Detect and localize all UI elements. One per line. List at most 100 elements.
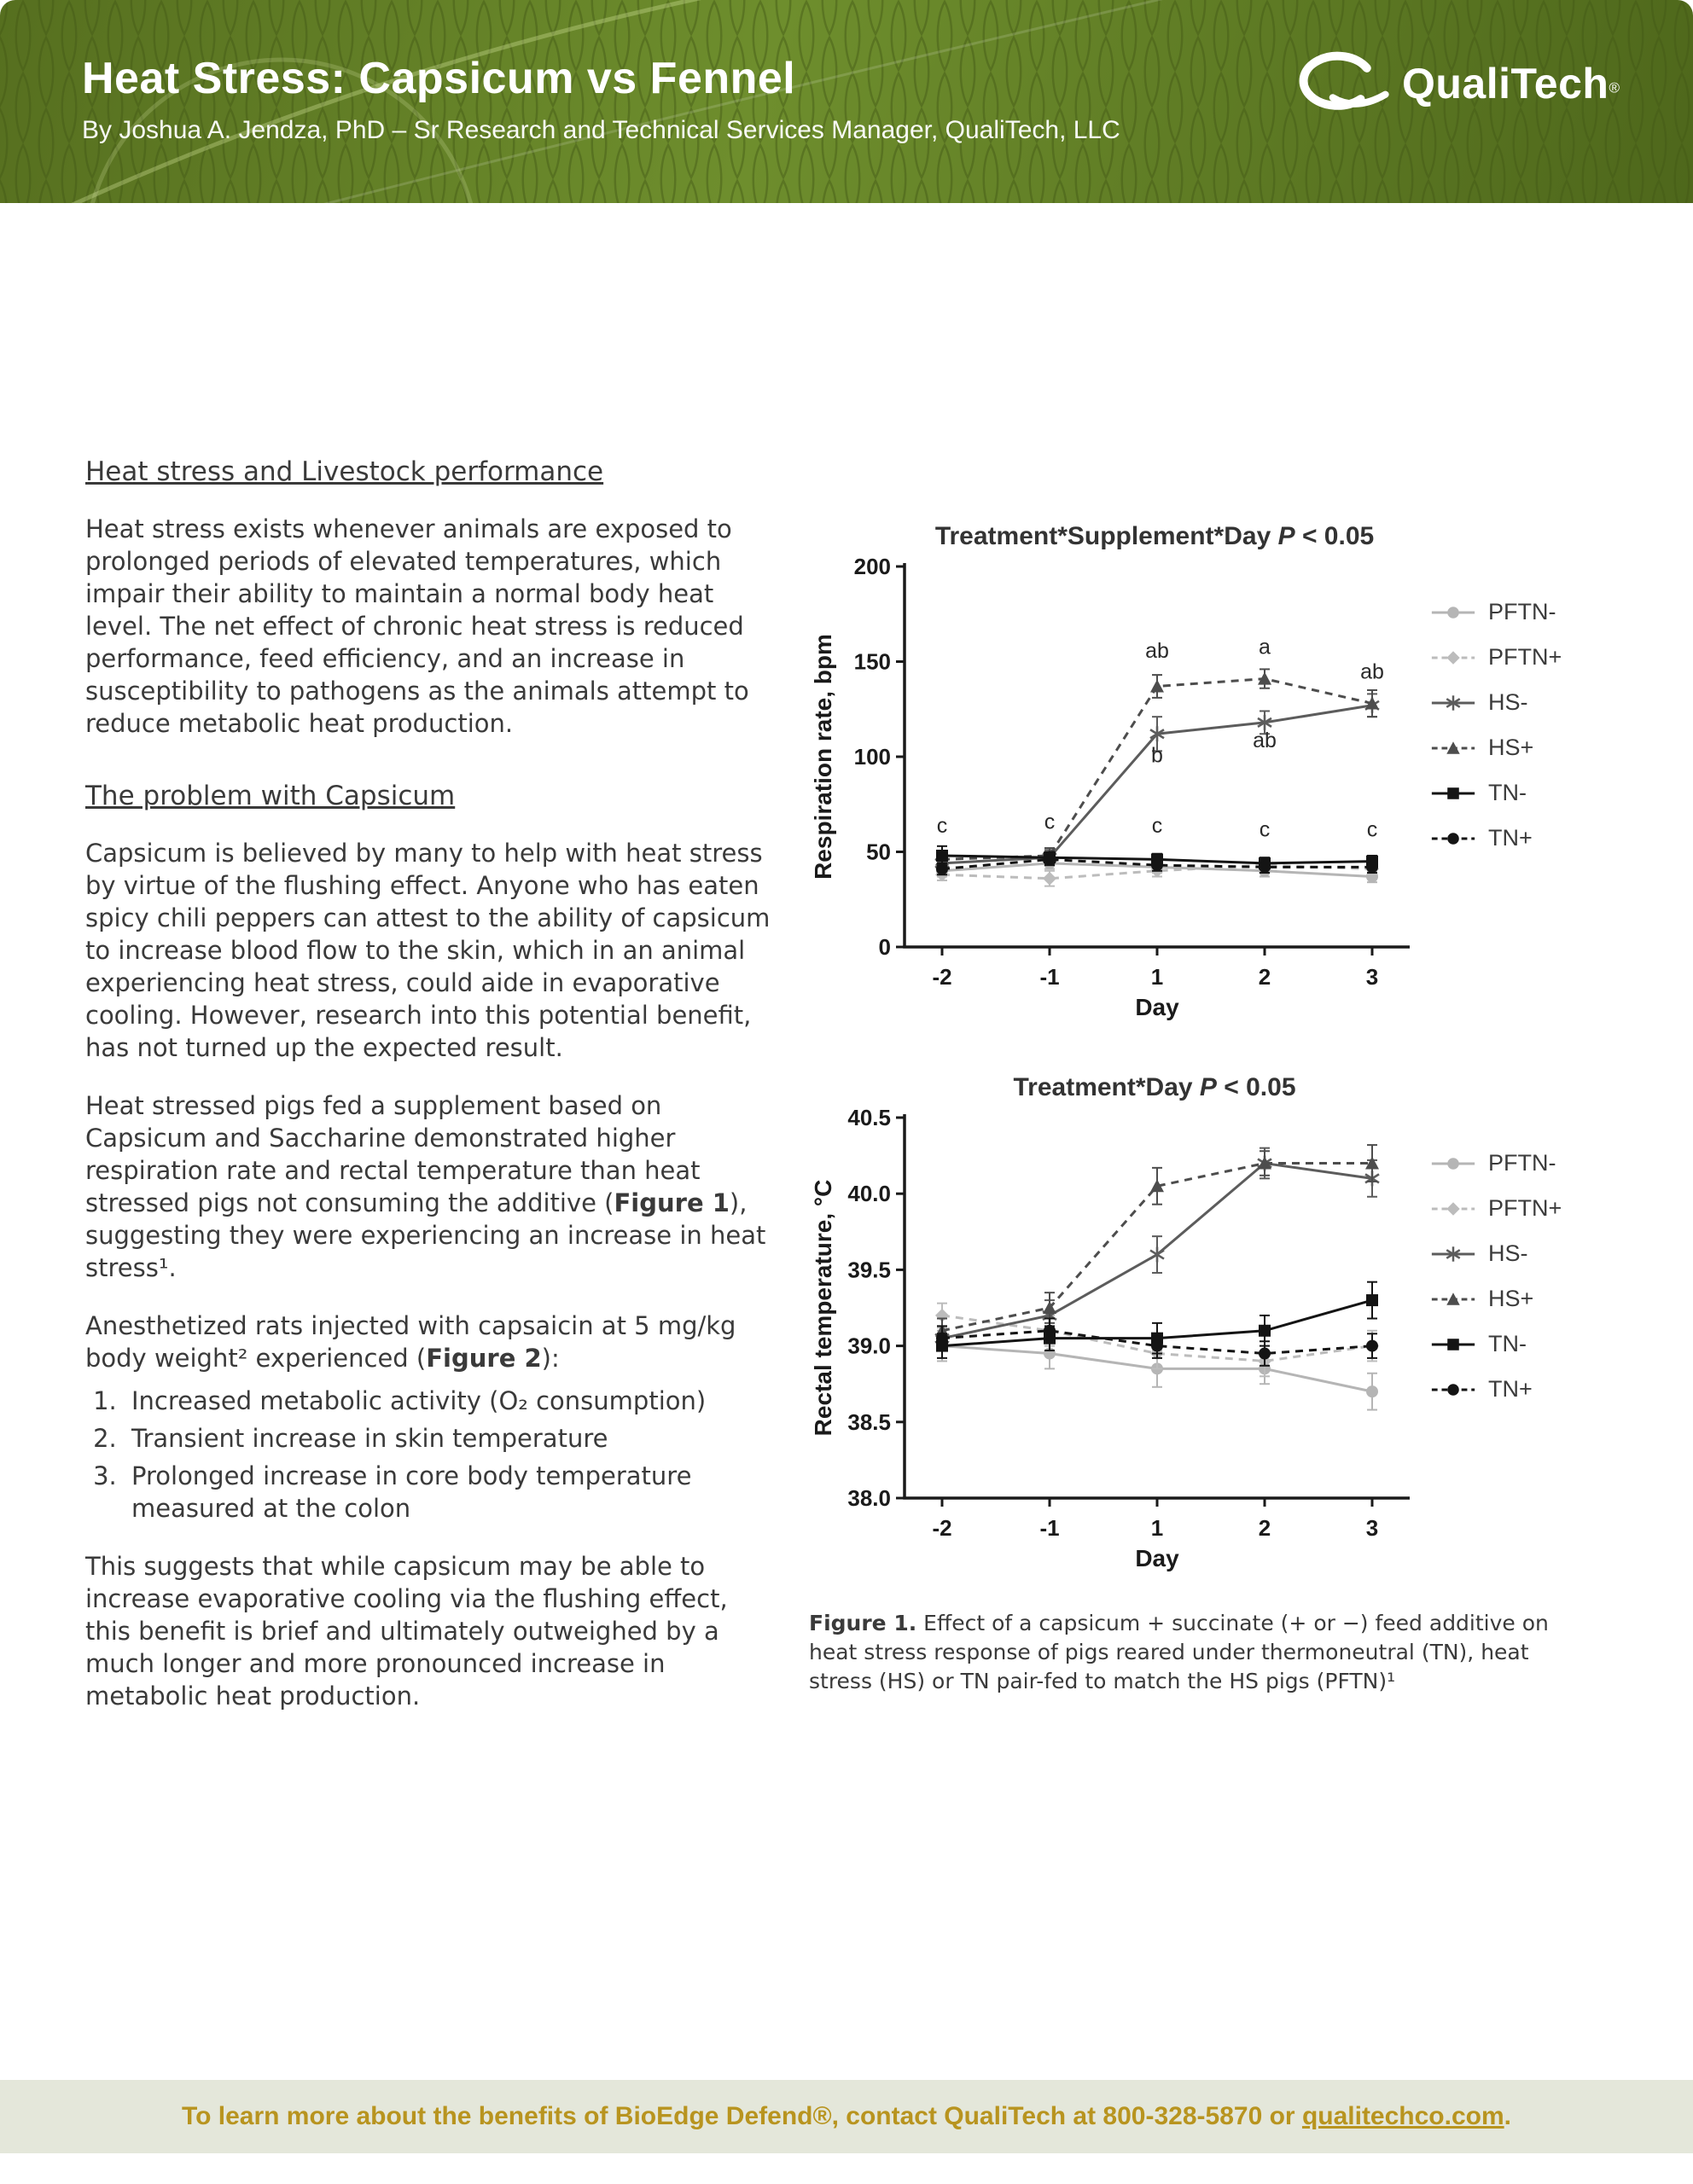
qualitech-logo: QualiTech® [1289,46,1620,121]
chart-legend: PFTN- PFTN+ HS- HS+ TN- TN+ [1428,599,1562,851]
paragraph-rats-study: Anesthetized rats injected with capsaici… [85,1311,736,1373]
figures-column: Treatment*Supplement*Day P < 0.05 0 50 100… [809,522,1616,1696]
footer-text: To learn more about the benefits of BioE… [181,2102,1511,2130]
legend-label: PFTN+ [1488,644,1562,670]
section-heading-livestock: Heat stress and Livestock performance [85,456,604,487]
legend-label: TN- [1488,780,1527,805]
svg-text:38.5: 38.5 [847,1409,891,1435]
legend-label: HS- [1488,689,1528,715]
legend-label: HS+ [1488,1286,1534,1311]
svg-text:100: 100 [854,744,891,770]
legend-marker-icon [1431,1338,1475,1350]
svg-text:39.5: 39.5 [847,1257,891,1282]
section-heading-capsicum: The problem with Capsicum [85,781,456,811]
legend-item: PFTN- [1428,1150,1562,1176]
legend-label: PFTN- [1488,599,1556,624]
legend-label: TN+ [1488,825,1533,851]
legend-item: HS+ [1428,1286,1562,1312]
legend-item: PFTN- [1428,599,1562,625]
svg-text:Day: Day [1135,994,1179,1020]
qualitech-logo-text: QualiTech® [1401,60,1620,107]
svg-text:ab: ab [1253,729,1277,752]
svg-text:-2: -2 [932,1515,951,1541]
legend-label: HS- [1488,1240,1528,1266]
chart-title-rectal-temp: Treatment*Day P < 0.05 [1013,1073,1296,1101]
legend-item: PFTN+ [1428,1195,1562,1222]
legend-marker-icon [1431,787,1475,799]
svg-text:39.0: 39.0 [847,1333,891,1359]
svg-text:-1: -1 [1039,1515,1059,1541]
byline: By Joshua A. Jendza, PhD – Sr Research a… [82,116,1120,144]
page-title: Heat Stress: Capsicum vs Fennel [82,54,796,103]
svg-text:Day: Day [1135,1545,1179,1571]
svg-text:Respiration rate, bpm: Respiration rate, bpm [810,634,836,880]
capsaicin-effects-list: Increased metabolic activity (O₂ consump… [85,1385,778,1525]
legend-marker-icon [1431,741,1475,754]
list-item: Prolonged increase in core body temperat… [125,1460,778,1525]
paragraph-pigs-study: Heat stressed pigs fed a supplement base… [85,1091,766,1282]
figure-respiration-chart: Treatment*Supplement*Day P < 0.05 0 50 100… [809,522,1616,1025]
article-text-column: Heat stress and Livestock performance He… [85,456,778,1712]
chart-legend: PFTN- PFTN+ HS- HS+ TN- TN+ [1428,1150,1562,1403]
legend-label: PFTN+ [1488,1195,1562,1221]
legend-marker-icon [1431,832,1475,845]
figure-rectal-temp-chart: Treatment*Day P < 0.05 38.0 38.5 39.0 39.5 4… [809,1073,1616,1577]
header-banner: Heat Stress: Capsicum vs Fennel By Joshu… [0,0,1693,203]
legend-label: HS+ [1488,735,1534,760]
qualitechco-link[interactable]: qualitechco.com [1301,2102,1504,2130]
svg-text:-2: -2 [932,964,951,990]
legend-item: HS- [1428,689,1562,716]
legend-item: TN- [1428,780,1562,806]
rectal-temperature-chart: 38.0 38.5 39.0 39.5 40.0 40.5 -2 -1 1 2 3 Day Rectal… [810,1107,1410,1571]
paragraph-conclusion: This suggests that while capsicum may be… [85,1552,728,1711]
legend-item: TN+ [1428,1376,1562,1403]
legend-item: TN+ [1428,825,1562,851]
list-item: Increased metabolic activity (O₂ consump… [125,1385,778,1417]
chart-title-respiration: Treatment*Supplement*Day P < 0.05 [934,522,1375,550]
legend-marker-icon [1431,1246,1475,1262]
legend-marker-icon [1431,650,1475,665]
legend-label: TN+ [1488,1376,1533,1402]
legend-item: HS+ [1428,735,1562,761]
svg-text:3: 3 [1366,964,1378,990]
svg-text:ab: ab [1145,639,1169,663]
svg-text:c: c [937,814,948,838]
svg-text:50: 50 [866,839,891,865]
svg-text:1: 1 [1151,964,1163,990]
banner-decoration [0,0,1693,203]
svg-text:150: 150 [854,649,891,675]
svg-text:40.0: 40.0 [847,1181,891,1206]
paragraph-heat-stress-intro: Heat stress exists whenever animals are … [85,514,749,738]
paragraph-capsicum-belief: Capsicum is believed by many to help wit… [85,839,771,1062]
svg-text:b: b [1151,744,1163,768]
legend-label: TN- [1488,1331,1527,1356]
legend-item: HS- [1428,1240,1562,1267]
svg-text:a: a [1259,636,1271,659]
respiration-rate-chart: 0 50 100 150 200 -2 -1 1 2 3 Day Respiration rate, … [810,556,1410,1020]
svg-text:c: c [1367,818,1378,842]
svg-text:200: 200 [854,556,891,579]
legend-marker-icon [1431,694,1475,711]
svg-text:40.5: 40.5 [847,1107,891,1130]
legend-marker-icon [1431,1157,1475,1170]
svg-text:c: c [1260,818,1271,842]
svg-text:3: 3 [1366,1515,1378,1541]
svg-text:c: c [1044,810,1056,834]
legend-marker-icon [1431,1383,1475,1396]
svg-text:2: 2 [1259,964,1271,990]
svg-text:ab: ab [1360,660,1384,684]
svg-text:0: 0 [879,934,891,960]
legend-marker-icon [1431,606,1475,619]
qualitech-logo-swoosh-icon [1299,51,1389,110]
svg-text:Rectal temperature, °C: Rectal temperature, °C [810,1180,836,1437]
svg-text:2: 2 [1259,1515,1271,1541]
svg-text:-1: -1 [1039,964,1059,990]
svg-text:38.0: 38.0 [847,1485,891,1511]
legend-item: TN- [1428,1331,1562,1357]
footer-bar: To learn more about the benefits of BioE… [0,2080,1693,2153]
legend-marker-icon [1431,1201,1475,1216]
legend-label: PFTN- [1488,1150,1556,1176]
svg-text:1: 1 [1151,1515,1163,1541]
figure-1-caption: Figure 1. Effect of a capsicum + succina… [809,1611,1549,1693]
